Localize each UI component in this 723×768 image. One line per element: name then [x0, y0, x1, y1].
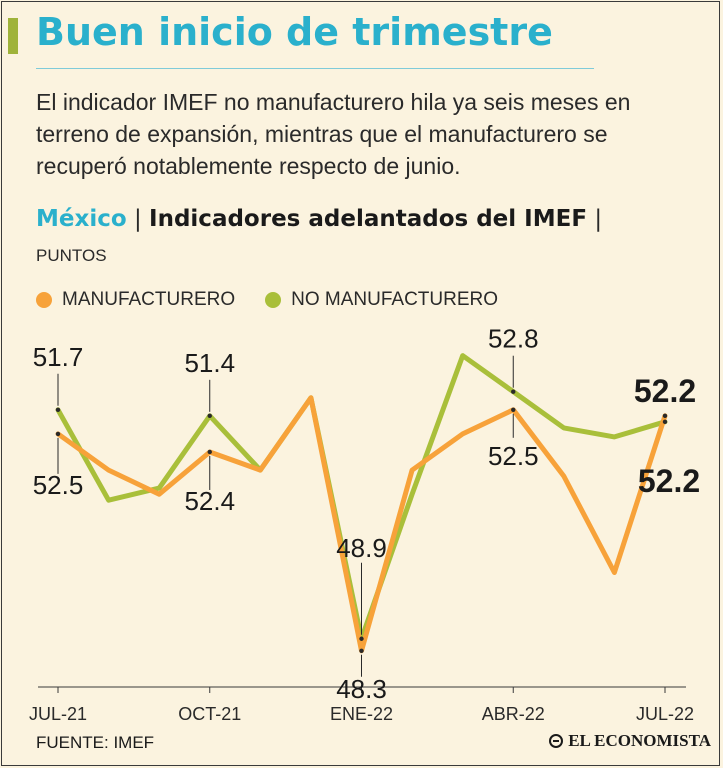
- chart-heading-country: México: [36, 206, 127, 232]
- data-label: 52.8: [488, 324, 539, 354]
- annotation-marker: [55, 407, 61, 412]
- x-tick-label: JUL-22: [636, 704, 694, 724]
- data-label: 52.5: [33, 470, 84, 500]
- annotation-marker: [662, 413, 668, 419]
- chart-units: PUNTOS: [36, 246, 107, 265]
- annotation-marker: [55, 431, 61, 437]
- page-title: Buen inicio de trimestre: [36, 10, 553, 54]
- legend-label-non-manufacturing: NO MANUFACTURERO: [291, 289, 499, 310]
- x-tick-label: OCT-21: [178, 704, 241, 724]
- legend-label-manufacturing: MANUFACTURERO: [62, 289, 236, 310]
- chart-heading-trailing-separator: |: [594, 206, 603, 232]
- data-label: 52.4: [184, 486, 235, 516]
- legend-item-manufacturing: MANUFACTURERO: [36, 289, 235, 311]
- brand-globe-icon: [549, 734, 564, 748]
- legend-item-non-manufacturing: NO MANUFACTURERO: [265, 289, 498, 311]
- legend-dot-manufacturing-icon: [36, 292, 52, 308]
- data-label: 48.9: [336, 533, 387, 563]
- data-label: 52.2: [634, 373, 696, 409]
- brand-name: EL ECONOMISTA: [568, 731, 711, 750]
- annotation-marker: [359, 636, 364, 641]
- source-note: FUENTE: IMEF: [36, 733, 155, 752]
- title-divider: [36, 68, 594, 69]
- x-tick-label: ABR-22: [482, 704, 545, 724]
- chart-legend: MANUFACTURERO NO MANUFACTURERO: [36, 288, 528, 312]
- data-label: 51.4: [184, 348, 235, 378]
- annotation-marker: [662, 419, 668, 425]
- x-tick-label: ENE-22: [330, 704, 393, 724]
- data-label: 48.3: [336, 674, 387, 704]
- data-label: 52.2: [638, 463, 700, 499]
- chart-heading-indicator: Indicadores adelantados del IMEF: [149, 206, 588, 232]
- annotation-marker: [207, 413, 212, 419]
- chart-heading-separator: |: [133, 206, 142, 232]
- title-accent-bar: [8, 18, 18, 54]
- x-tick-label: JUL-21: [29, 704, 87, 724]
- brand-logo: EL ECONOMISTA: [549, 731, 711, 751]
- data-label: 52.5: [488, 441, 539, 471]
- data-label: 51.7: [33, 342, 84, 372]
- chart-heading: México | Indicadores adelantados del IME…: [36, 206, 602, 232]
- legend-dot-non-manufacturing-icon: [265, 292, 282, 308]
- annotation-marker: [359, 648, 364, 653]
- annotation-marker: [511, 407, 516, 412]
- subtitle: El indicador IMEF no manufacturero hila …: [36, 89, 631, 179]
- annotation-marker: [511, 389, 516, 394]
- annotation-marker: [207, 449, 212, 455]
